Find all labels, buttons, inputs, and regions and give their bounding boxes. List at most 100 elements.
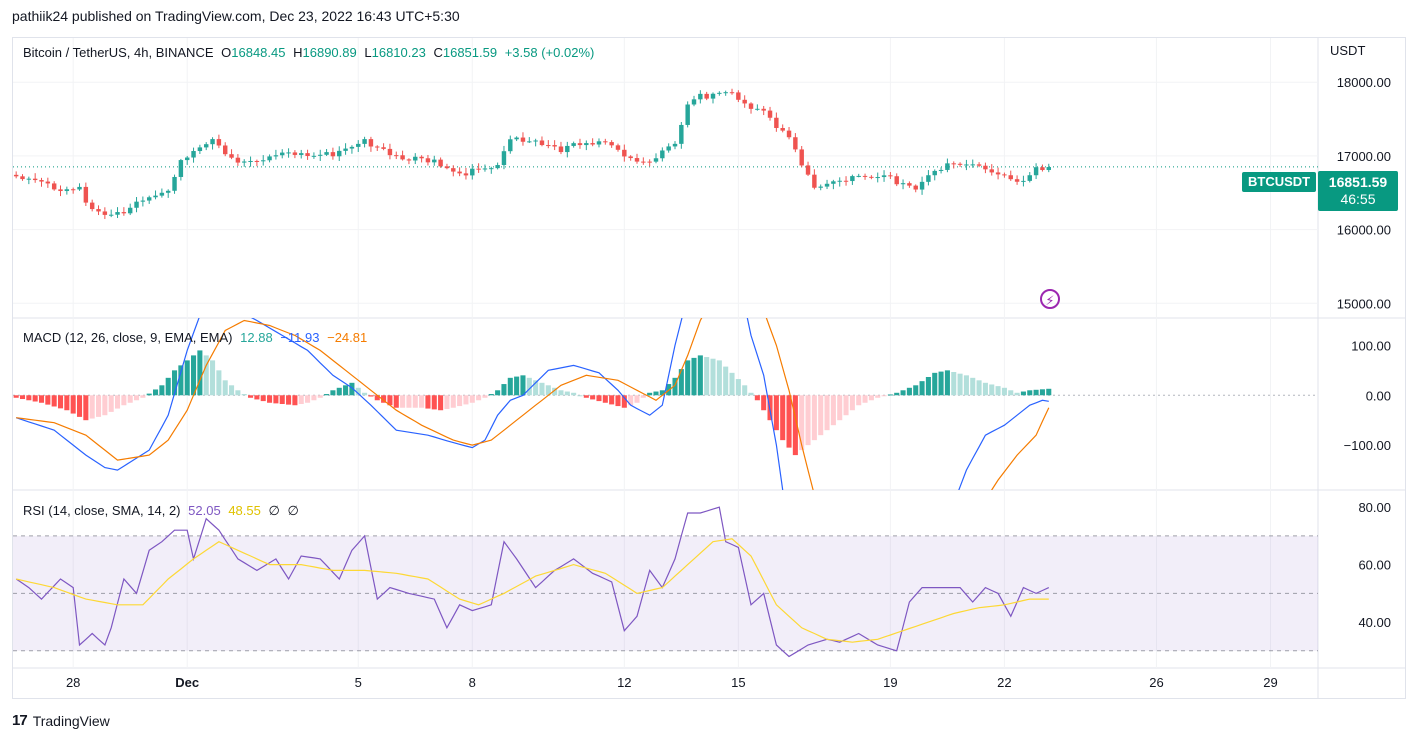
lightning-icon[interactable]: ⚡ <box>1040 289 1060 309</box>
candle-body <box>1027 175 1032 181</box>
macd-histogram-bar <box>482 395 488 398</box>
candle-body <box>717 92 722 94</box>
macd-histogram-bar <box>343 385 349 396</box>
macd-histogram-bar <box>780 395 786 441</box>
candle-body <box>248 160 253 162</box>
macd-histogram-bar <box>127 395 133 403</box>
macd-histogram-bar <box>1020 391 1026 396</box>
macd-tick-label: −100.00 <box>1344 438 1391 453</box>
price-tick-label: 18000.00 <box>1337 75 1391 90</box>
macd-histogram-bar <box>628 395 634 406</box>
candle-body <box>850 176 855 182</box>
candle-body <box>856 175 861 177</box>
macd-histogram-bar <box>849 395 855 411</box>
high-value: 16890.89 <box>302 45 357 60</box>
candle-body <box>280 152 285 156</box>
macd-histogram-bar <box>843 395 849 416</box>
candle-body <box>343 148 348 151</box>
macd-histogram-bar <box>932 372 938 396</box>
candle-body <box>926 175 931 182</box>
candle-body <box>58 189 63 192</box>
macd-histogram-bar <box>488 394 494 396</box>
last-price: 16851.59 <box>1328 174 1388 190</box>
candle-body <box>527 141 532 143</box>
candle-body <box>869 176 874 178</box>
candle-body <box>51 183 57 190</box>
macd-title[interactable]: MACD (12, 26, close, 9, EMA, EMA) <box>23 330 233 345</box>
candle-body <box>273 155 279 157</box>
candle-body <box>444 166 450 169</box>
rsi-tick-label: 40.00 <box>1358 615 1391 630</box>
macd-histogram-bar <box>273 395 279 404</box>
candle-body <box>20 176 25 180</box>
candle-body <box>514 137 519 140</box>
candle-body <box>995 172 1001 175</box>
candle-body <box>1021 180 1026 182</box>
candle-body <box>356 143 361 147</box>
candle-body <box>210 139 215 145</box>
macd-histogram-bar <box>678 369 684 396</box>
macd-histogram-bar <box>330 390 336 396</box>
macd-histogram-bar <box>184 360 190 396</box>
macd-histogram-bar <box>862 395 868 403</box>
candle-body <box>793 137 798 150</box>
candle-body <box>476 168 481 170</box>
candle-body <box>419 156 424 159</box>
macd-histogram-bar <box>368 395 374 397</box>
macd-histogram-bar <box>133 395 140 401</box>
candle-body <box>413 156 418 161</box>
macd-histogram-bar <box>1046 388 1052 396</box>
macd-histogram-bar <box>957 373 963 396</box>
candle-body <box>96 209 101 212</box>
footer-brand[interactable]: TradingView <box>32 712 110 729</box>
candle-body <box>330 152 336 157</box>
candle-body <box>539 140 545 146</box>
time-tick-label: Dec <box>175 675 199 690</box>
macd-histogram-bar <box>514 376 520 396</box>
candle-body <box>881 175 887 178</box>
macd-histogram-bar <box>336 387 342 396</box>
macd-histogram-bar <box>501 384 507 396</box>
candle-body <box>406 159 412 161</box>
candle-body <box>127 207 133 214</box>
candle-body <box>311 155 317 157</box>
candle-body <box>938 169 944 171</box>
candle-body <box>951 163 956 165</box>
macd-histogram-bar <box>818 395 824 436</box>
candle-body <box>140 200 146 202</box>
candle-body <box>337 150 342 157</box>
macd-histogram-bar <box>653 391 659 396</box>
candle-body <box>666 146 671 151</box>
candle-body <box>1008 175 1013 180</box>
candle-body <box>685 104 690 125</box>
macd-signal-value: −24.81 <box>327 330 368 345</box>
candle-body <box>907 183 912 186</box>
macd-histogram-bar <box>754 395 760 401</box>
macd-histogram-bar <box>856 395 862 406</box>
symbol-label[interactable]: Bitcoin / TetherUS, 4h, BINANCE <box>23 45 214 60</box>
macd-histogram-bar <box>279 395 285 404</box>
rsi-title[interactable]: RSI (14, close, SMA, 14, 2) <box>23 503 181 518</box>
macd-histogram-bar <box>704 357 710 396</box>
candle-body <box>520 137 526 142</box>
bar-countdown: 46:55 <box>1340 191 1376 207</box>
candle-body <box>767 110 773 118</box>
candle-body <box>64 189 70 192</box>
candle-body <box>862 175 868 177</box>
macd-histogram-bar <box>425 395 431 409</box>
candle-body <box>1046 167 1051 171</box>
macd-histogram-bar <box>406 395 412 408</box>
rsi-empty-2: ∅ <box>287 503 299 518</box>
macd-histogram-bar <box>165 377 171 396</box>
macd-histogram-bar <box>172 370 178 396</box>
candle-body <box>824 183 830 187</box>
candle-body <box>818 186 823 188</box>
candle-body <box>178 160 184 177</box>
macd-histogram-bar <box>1039 389 1045 396</box>
candle-body <box>565 145 570 153</box>
macd-histogram-bar <box>539 382 545 396</box>
macd-histogram-bar <box>900 390 906 396</box>
macd-histogram-bar <box>691 357 697 396</box>
macd-histogram-bar <box>558 390 564 396</box>
